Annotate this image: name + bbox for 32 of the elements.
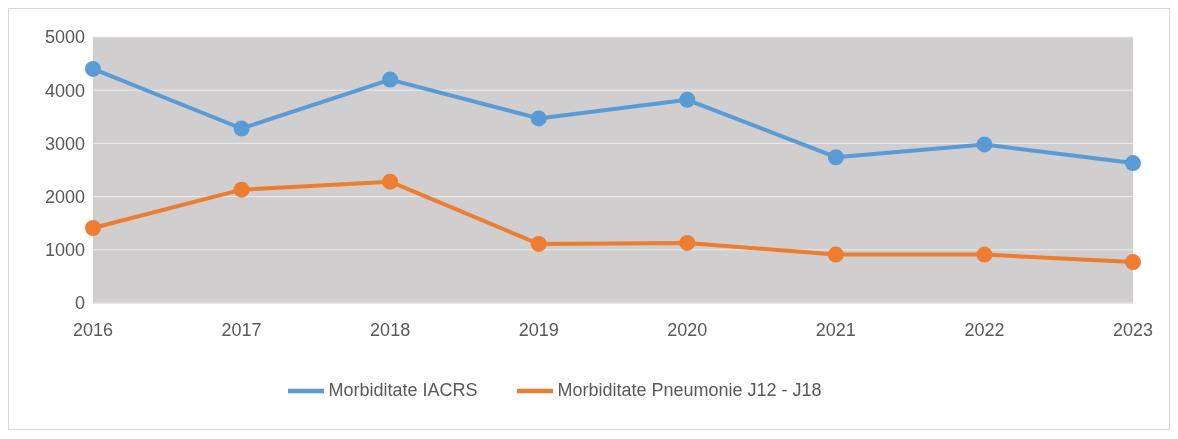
y-tick-label: 5000 [44,27,85,48]
point [85,219,101,236]
point [233,120,250,137]
y-tick-label: 0 [74,293,85,314]
legend-label: Morbiditate Pneumonie J12 - J18 [557,379,822,400]
point [827,246,844,263]
legend-label: Morbiditate IACRS [328,379,478,400]
point [382,173,399,190]
x-tick-label: 2021 [815,319,856,340]
x-tick-label: 2018 [370,319,411,340]
point [1125,155,1141,172]
point [530,235,547,252]
point [382,71,399,88]
x-tick-label: 2016 [72,319,114,340]
point [679,91,696,108]
y-tick-label: 1000 [44,240,85,261]
point [976,246,993,263]
x-tick-label: 2019 [518,319,559,340]
x-tick-label: 2017 [221,319,262,340]
y-tick-label: 4000 [44,80,85,101]
point [976,136,993,153]
point [679,234,696,251]
point [827,149,844,166]
point [1125,254,1141,271]
x-tick-label: 2023 [1112,319,1154,340]
point [233,181,250,198]
point [85,60,101,77]
point [530,110,547,127]
x-tick-label: 2022 [964,319,1005,340]
x-tick-label: 2020 [667,319,708,340]
y-tick-label: 3000 [44,133,85,154]
y-tick-label: 2000 [44,186,85,207]
